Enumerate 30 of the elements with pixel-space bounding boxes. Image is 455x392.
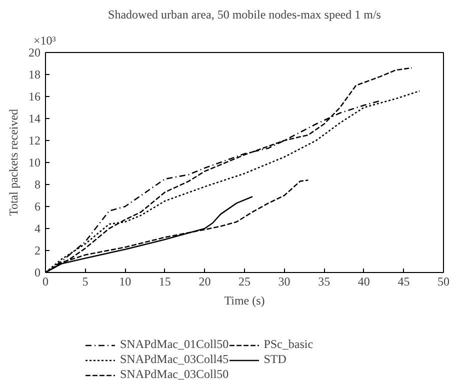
legend-label: PSc_basic [264, 337, 314, 352]
y-tick-label: 20 [28, 46, 40, 60]
y-tick-label: 14 [28, 112, 40, 126]
x-tick-label: 35 [318, 274, 330, 288]
y-axis-title: Total packets received [6, 108, 20, 216]
y-tick-label: 10 [28, 156, 40, 170]
x-axis-title: Time (s) [224, 294, 265, 308]
y-tick-label: 16 [28, 90, 40, 104]
chart-title: Shadowed urban area, 50 mobile nodes-max speed 1 m/s [108, 8, 382, 22]
y-tick-label: 2 [34, 244, 40, 258]
legend-label: SNAPdMac_01Coll50 [120, 337, 229, 352]
x-tick-label: 30 [278, 274, 290, 288]
x-tick-label: 10 [119, 274, 132, 288]
y-tick-label: 8 [34, 178, 40, 192]
text: ×10³ [34, 34, 56, 48]
y-tick-label: 6 [34, 200, 40, 214]
x-tick-label: 40 [358, 274, 370, 288]
legend-label: STD [264, 352, 286, 367]
y-tick-label: 12 [28, 134, 40, 148]
y-tick-label: 4 [34, 222, 40, 236]
x-tick-label: 5 [82, 274, 88, 288]
legend-label: SNAPdMac_03Coll50 [120, 367, 229, 382]
y-tick-label: 18 [28, 68, 40, 82]
legend-label: SNAPdMac_03Coll45 [120, 352, 229, 367]
x-tick-label: 45 [398, 274, 410, 288]
x-tick-label: 50 [438, 274, 450, 288]
x-tick-label: 20 [198, 274, 211, 288]
y-tick-label: 0 [34, 266, 40, 280]
x-tick-label: 25 [238, 274, 250, 288]
x-tick-label: 15 [158, 274, 171, 288]
